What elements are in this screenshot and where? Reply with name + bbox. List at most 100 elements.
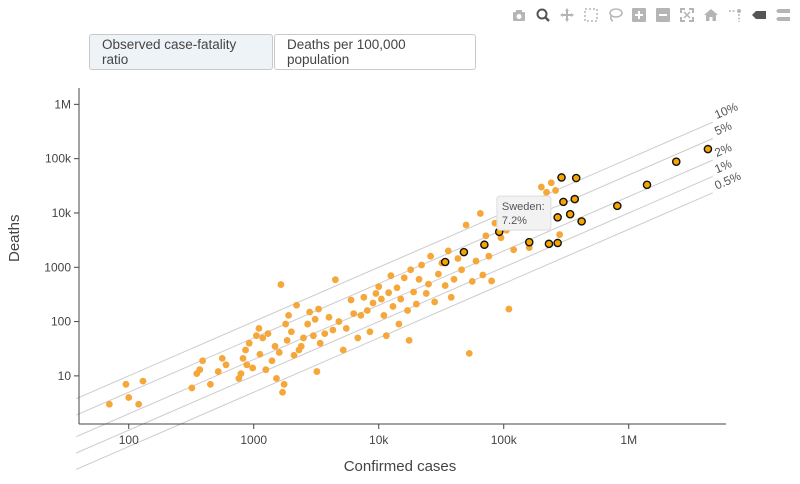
data-point[interactable] xyxy=(393,284,401,292)
data-point[interactable] xyxy=(397,295,405,303)
data-point[interactable] xyxy=(188,384,196,392)
camera-icon[interactable] xyxy=(510,6,528,24)
data-point[interactable] xyxy=(427,252,435,260)
data-point[interactable] xyxy=(479,271,487,279)
data-point[interactable] xyxy=(405,337,413,344)
data-point[interactable] xyxy=(472,257,480,265)
reset-axes-icon[interactable] xyxy=(702,6,720,24)
data-point[interactable] xyxy=(255,324,263,332)
data-point[interactable] xyxy=(369,299,377,307)
highlighted-point[interactable] xyxy=(440,257,450,267)
data-point[interactable] xyxy=(122,380,130,388)
data-point[interactable] xyxy=(360,293,368,301)
data-point[interactable] xyxy=(350,310,358,318)
data-point[interactable] xyxy=(199,357,207,365)
data-point[interactable] xyxy=(135,400,143,408)
highlighted-point[interactable] xyxy=(671,157,681,166)
data-point[interactable] xyxy=(454,255,462,262)
highlighted-point[interactable] xyxy=(577,217,586,226)
data-point[interactable] xyxy=(400,274,408,282)
data-point[interactable] xyxy=(249,364,257,372)
data-point[interactable] xyxy=(488,277,496,285)
data-point[interactable] xyxy=(339,346,347,354)
pan-icon[interactable] xyxy=(558,6,576,24)
data-point[interactable] xyxy=(458,266,465,274)
tab-deaths-per-100k[interactable]: Deaths per 100,000 population xyxy=(274,34,476,70)
data-point[interactable] xyxy=(556,231,564,238)
data-point[interactable] xyxy=(321,330,329,338)
highlighted-point[interactable] xyxy=(565,209,575,219)
highlighted-point[interactable] xyxy=(524,237,534,247)
data-point[interactable] xyxy=(366,328,374,336)
data-point[interactable] xyxy=(280,380,288,388)
data-point[interactable] xyxy=(329,326,337,334)
data-point[interactable] xyxy=(389,303,397,310)
data-point[interactable] xyxy=(380,311,388,319)
data-point[interactable] xyxy=(252,332,260,340)
highlighted-point[interactable] xyxy=(612,201,622,211)
data-point[interactable] xyxy=(377,295,385,303)
data-point[interactable] xyxy=(363,307,371,314)
data-point[interactable] xyxy=(273,374,280,382)
lasso-select-icon[interactable] xyxy=(606,6,624,24)
data-point[interactable] xyxy=(462,221,470,229)
data-point[interactable] xyxy=(256,350,264,358)
data-point[interactable] xyxy=(537,183,545,191)
highlighted-point[interactable] xyxy=(459,247,469,257)
data-point[interactable] xyxy=(311,315,319,323)
data-point[interactable] xyxy=(300,334,307,342)
data-point[interactable] xyxy=(277,281,285,288)
data-point[interactable] xyxy=(279,388,286,396)
data-point[interactable] xyxy=(441,282,449,289)
data-point[interactable] xyxy=(297,342,305,350)
data-point[interactable] xyxy=(387,272,395,280)
highlighted-point[interactable] xyxy=(703,144,713,154)
data-point[interactable] xyxy=(404,307,411,314)
data-point[interactable] xyxy=(259,334,267,342)
data-point[interactable] xyxy=(287,328,295,336)
data-point[interactable] xyxy=(422,290,430,297)
data-point[interactable] xyxy=(347,296,355,304)
data-point[interactable] xyxy=(485,252,493,260)
data-point[interactable] xyxy=(434,270,442,278)
data-point[interactable] xyxy=(395,320,403,328)
highlighted-point[interactable] xyxy=(570,194,580,204)
data-point[interactable] xyxy=(275,349,283,356)
highlighted-point[interactable] xyxy=(557,173,566,182)
spike-lines-icon[interactable] xyxy=(726,6,744,24)
data-point[interactable] xyxy=(407,266,415,274)
data-point[interactable] xyxy=(242,346,249,354)
data-point[interactable] xyxy=(385,289,393,297)
data-point[interactable] xyxy=(315,305,322,313)
highlighted-point[interactable] xyxy=(553,213,562,222)
highlighted-points[interactable] xyxy=(440,144,713,267)
data-point[interactable] xyxy=(239,354,247,362)
data-point[interactable] xyxy=(262,366,270,374)
data-point[interactable] xyxy=(482,232,490,240)
data-point[interactable] xyxy=(293,301,300,309)
data-point[interactable] xyxy=(412,300,420,308)
data-point[interactable] xyxy=(105,400,113,408)
autoscale-icon[interactable] xyxy=(678,6,696,24)
data-point[interactable] xyxy=(418,261,425,269)
tab-case-fatality[interactable]: Observed case-fatality ratio xyxy=(89,34,273,70)
data-point[interactable] xyxy=(447,293,455,301)
data-point[interactable] xyxy=(335,318,343,325)
data-point[interactable] xyxy=(325,313,333,321)
data-point[interactable] xyxy=(282,320,290,328)
data-point[interactable] xyxy=(372,290,380,297)
data-point[interactable] xyxy=(196,366,204,374)
data-point[interactable] xyxy=(283,337,291,344)
data-point[interactable] xyxy=(313,368,321,375)
data-point[interactable] xyxy=(245,339,253,347)
zoom-icon[interactable] xyxy=(534,6,552,24)
data-point[interactable] xyxy=(214,368,222,375)
data-point[interactable] xyxy=(468,277,476,285)
data-point[interactable] xyxy=(331,276,339,284)
data-point[interactable] xyxy=(431,298,439,306)
data-point[interactable] xyxy=(444,247,452,255)
data-point[interactable] xyxy=(222,361,230,369)
highlighted-point[interactable] xyxy=(642,180,652,190)
data-point[interactable] xyxy=(243,361,251,369)
